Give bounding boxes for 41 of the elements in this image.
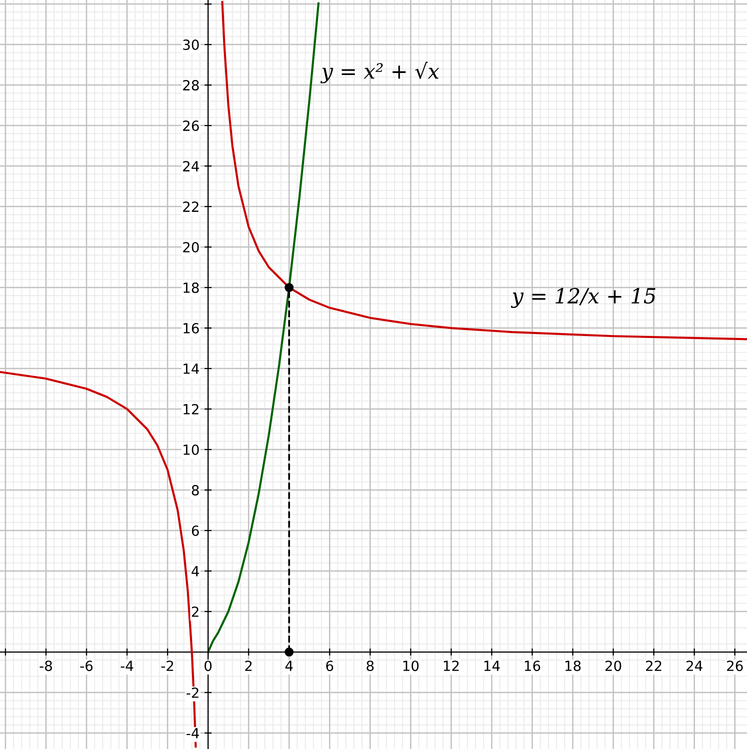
- y-tick-label: -2: [186, 687, 198, 698]
- y-tick-label: -4: [186, 728, 199, 738]
- x-tick-label: 24: [686, 660, 702, 671]
- x-tick-label: 12: [444, 660, 459, 671]
- annotation: y = 12/x + 15: [510, 288, 656, 308]
- y-tick-label: 8: [192, 484, 199, 496]
- point: [284, 648, 294, 657]
- x-tick-label: 6: [326, 660, 334, 672]
- y-tick-label: 20: [183, 242, 199, 253]
- x-tick-label: -6: [80, 660, 93, 672]
- line-series: [221, 0, 747, 340]
- y-tick-label: 12: [184, 404, 198, 414]
- annotation: y = x² + √x: [320, 62, 440, 84]
- y-tick-label: 22: [183, 202, 198, 212]
- x-tick-label: 2: [245, 660, 252, 671]
- y-tick-label: 28: [183, 80, 199, 91]
- y-tick-label: 6: [192, 525, 199, 536]
- x-tick-label: -8: [40, 660, 52, 672]
- y-tick-label: 18: [184, 282, 199, 294]
- y-tick-label: 4: [192, 566, 199, 576]
- line-series: [207, 2, 320, 654]
- x-tick-label: -4: [120, 660, 134, 671]
- y-tick-label: 26: [183, 120, 199, 132]
- y-tick-label: 16: [184, 323, 199, 334]
- x-tick-label: 8: [366, 660, 374, 672]
- x-tick-label: 18: [565, 660, 581, 672]
- x-tick-label: 22: [646, 660, 662, 671]
- point: [284, 283, 294, 292]
- y-tick-label: 24: [183, 161, 199, 172]
- y-tick-label: 14: [184, 364, 199, 374]
- y-tick-label: 10: [184, 444, 199, 455]
- x-tick-label: 26: [727, 660, 743, 672]
- x-tick-label: 20: [605, 660, 622, 672]
- y-tick-label: 30: [183, 40, 199, 50]
- y-tick-label: 2: [192, 606, 198, 617]
- x-tick-label: 4: [285, 660, 293, 671]
- x-tick-label: 0: [204, 660, 212, 672]
- x-tick-label: 10: [403, 660, 419, 672]
- x-tick-label: 16: [524, 660, 540, 672]
- x-tick-label: 14: [484, 660, 500, 671]
- x-tick-label: -2: [161, 660, 174, 671]
